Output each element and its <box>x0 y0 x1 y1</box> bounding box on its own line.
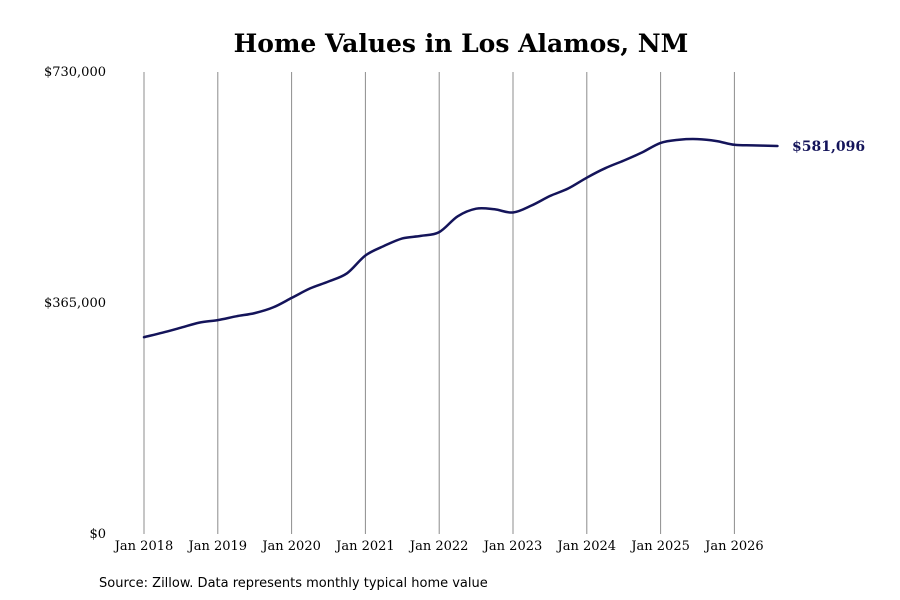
y-axis-tick-labels: $0 $365,000 $730,000 <box>44 65 106 542</box>
x-axis-tick-labels: Jan 2018 Jan 2019 Jan 2020 Jan 2021 Jan 2022… <box>113 539 764 554</box>
x-tick-label: Jan 2018 <box>113 539 174 554</box>
y-tick-label: $365,000 <box>44 296 106 311</box>
latest-value-label: $581,096 <box>792 139 865 155</box>
x-tick-label: Jan 2023 <box>482 539 543 554</box>
x-tick-label: Jan 2020 <box>260 539 321 554</box>
x-tick-label: Jan 2025 <box>629 539 690 554</box>
x-tick-label: Jan 2026 <box>703 539 764 554</box>
x-tick-label: Jan 2024 <box>556 539 617 554</box>
x-tick-label: Jan 2022 <box>408 539 469 554</box>
y-tick-label: $0 <box>89 527 106 542</box>
x-tick-label: Jan 2021 <box>334 539 395 554</box>
vertical-gridlines <box>143 72 735 534</box>
home-value-series <box>142 137 779 339</box>
home-value-line <box>142 137 779 339</box>
source-note: Source: Zillow. Data represents monthly … <box>99 576 488 591</box>
chart-title: Home Values in Los Alamos, NM <box>234 29 689 58</box>
x-tick-label: Jan 2019 <box>187 539 248 554</box>
y-tick-label: $730,000 <box>44 65 106 80</box>
